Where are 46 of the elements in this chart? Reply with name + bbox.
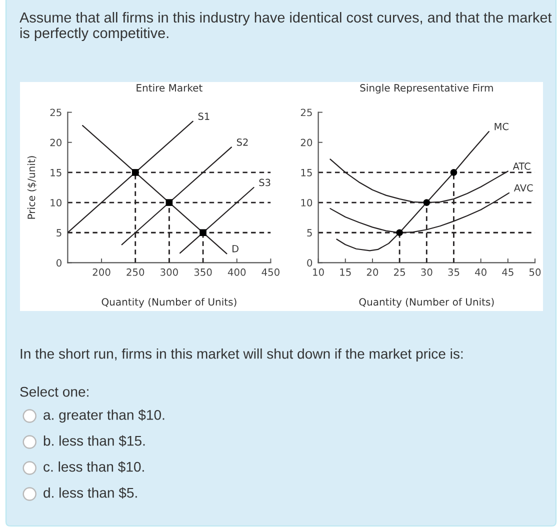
- x-tick-label: 450: [262, 268, 280, 276]
- y-tick-label: 25: [300, 108, 312, 116]
- y-tick-label: 15: [50, 169, 62, 176]
- y-tick-label: 5: [56, 229, 62, 237]
- text: a. greater than $10.: [44, 409, 164, 423]
- text: Select one:: [20, 386, 88, 397]
- text: c. less than $10.: [44, 461, 144, 473]
- x-tick-label: 300: [160, 268, 178, 276]
- text: In the short run, firms in this market will shut down if the market price is:: [20, 348, 463, 362]
- series-label: S2: [236, 138, 248, 146]
- x-axis-title: Quantity (Number of Units): [102, 298, 236, 308]
- x-tick-label: 400: [228, 268, 246, 276]
- y-tick-label: 0: [56, 259, 62, 267]
- y-axis-title: Price ($/unit): [27, 156, 36, 219]
- chart-title: Single Representative Firm: [360, 84, 493, 94]
- series-label: S1: [198, 112, 210, 120]
- y-tick-label: 10: [50, 198, 62, 206]
- x-tick-label: 45: [502, 268, 514, 276]
- y-tick-label: 20: [300, 138, 312, 146]
- x-tick-label: 250: [126, 268, 144, 276]
- chart-title: Entire Market: [136, 84, 202, 92]
- x-tick-label: 50: [529, 268, 541, 276]
- x-tick-label: 350: [194, 268, 212, 276]
- x-tick-label: 200: [92, 268, 110, 276]
- text: b. less than $15.: [44, 435, 145, 447]
- series-label: ATC: [512, 162, 530, 170]
- x-tick-label: 30: [421, 268, 432, 276]
- x-tick-label: 20: [366, 268, 378, 276]
- y-tick-label: 20: [50, 138, 62, 146]
- series-label: AVC: [514, 184, 533, 192]
- series-label: D: [232, 245, 238, 252]
- series-label: MC: [494, 122, 508, 130]
- series-label: S3: [259, 178, 270, 186]
- text: Assume that all firms in this industry have identical cost curves, and that the market is perfectly competitive.: [20, 12, 552, 42]
- x-tick-label: 40: [475, 268, 486, 276]
- y-tick-label: 15: [301, 169, 312, 176]
- x-axis-title: Quantity (Number of Units): [359, 298, 494, 308]
- y-tick-label: 5: [307, 229, 312, 237]
- y-tick-label: 0: [307, 259, 312, 267]
- x-tick-label: 10: [313, 268, 324, 276]
- x-tick-label: 25: [394, 268, 405, 276]
- x-tick-label: 15: [340, 268, 351, 276]
- y-tick-label: 10: [301, 198, 312, 206]
- x-tick-label: 35: [448, 268, 460, 276]
- y-tick-label: 25: [50, 108, 62, 116]
- text: d. less than $5.: [44, 487, 137, 499]
